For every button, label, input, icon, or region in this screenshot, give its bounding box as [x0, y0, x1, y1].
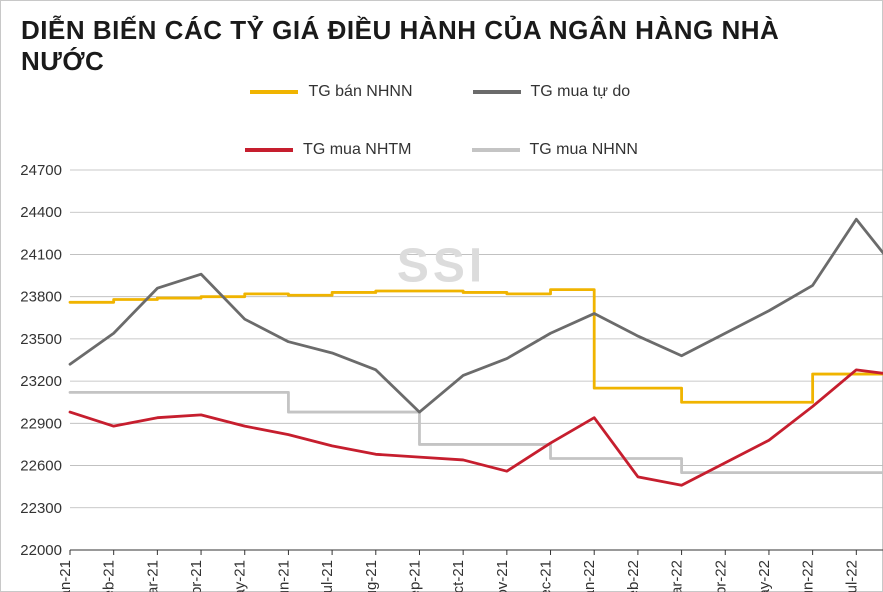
legend-label: TG mua NHTM [303, 141, 411, 159]
x-tick-label: Aug-21 [363, 560, 380, 592]
x-tick-label: Jan-22 [581, 560, 598, 592]
chart-svg: 22000 22300 22600 22900 23200 23500 23800 24100… [15, 165, 883, 592]
x-tick-label: May-21 [232, 560, 249, 592]
x-tick-label: Jun-22 [800, 560, 817, 592]
chart-container: DIỄN BIẾN CÁC TỶ GIÁ ĐIỀU HÀNH CỦA NGÂN … [0, 0, 883, 592]
legend-swatch [245, 148, 293, 152]
legend-item: TG bán NHNN [250, 83, 412, 101]
y-tick-label: 23500 [20, 331, 62, 348]
x-tick-label: Apr-21 [188, 560, 205, 592]
x-tick-label: Jul-22 [843, 560, 860, 592]
x-tick-label: Apr-22 [712, 560, 729, 592]
y-tick-label: 23800 [20, 289, 62, 306]
x-tick-label: Nov-21 [494, 560, 511, 592]
x-tick-label: Feb-21 [101, 560, 118, 592]
series-line [70, 370, 883, 485]
x-tick-label: May-22 [756, 560, 773, 592]
legend-label: TG mua tự do [531, 83, 631, 101]
legend-swatch [250, 90, 298, 94]
x-tick-label: Mar-22 [669, 560, 686, 592]
legend-item: TG mua NHTM [245, 141, 411, 159]
series-line [70, 392, 883, 472]
plot-area: SSI 220002230022600229002320023500238002… [15, 165, 868, 592]
legend-swatch [473, 90, 521, 94]
x-tick-label: Feb-22 [625, 560, 642, 592]
legend-item: TG mua NHNN [472, 141, 638, 159]
y-tick-label: 24400 [20, 204, 62, 221]
y-tick-label: 24700 [20, 165, 62, 179]
legend: TG bán NHNN TG mua tự do TG mua NHTM TG mua… [143, 83, 740, 159]
x-tick-label: Sep-21 [406, 560, 423, 592]
chart-title: DIỄN BIẾN CÁC TỶ GIÁ ĐIỀU HÀNH CỦA NGÂN … [21, 15, 868, 77]
legend-label: TG bán NHNN [308, 83, 412, 101]
y-tick-label: 22900 [20, 415, 62, 432]
y-tick-label: 23200 [20, 373, 62, 390]
x-tick-label: Mar-21 [144, 560, 161, 592]
x-tick-label: Oct-21 [450, 560, 467, 592]
x-tick-label: Dec-21 [538, 560, 555, 592]
series-line [70, 219, 883, 412]
y-tick-label: 22000 [20, 542, 62, 559]
legend-item: TG mua tự do [473, 83, 633, 101]
legend-swatch [472, 148, 520, 152]
y-tick-label: 24100 [20, 246, 62, 263]
series-line [70, 290, 883, 403]
y-tick-label: 22600 [20, 458, 62, 475]
legend-label: TG mua NHNN [530, 141, 638, 159]
x-tick-label: Jun-21 [275, 560, 292, 592]
x-tick-label: Jul-21 [319, 560, 336, 592]
y-tick-label: 22300 [20, 500, 62, 517]
x-tick-label: Jan-21 [57, 560, 74, 592]
